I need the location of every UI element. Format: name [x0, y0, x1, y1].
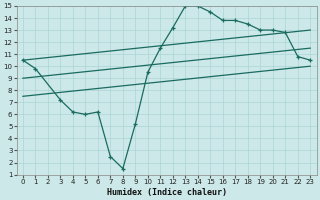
- X-axis label: Humidex (Indice chaleur): Humidex (Indice chaleur): [107, 188, 227, 197]
